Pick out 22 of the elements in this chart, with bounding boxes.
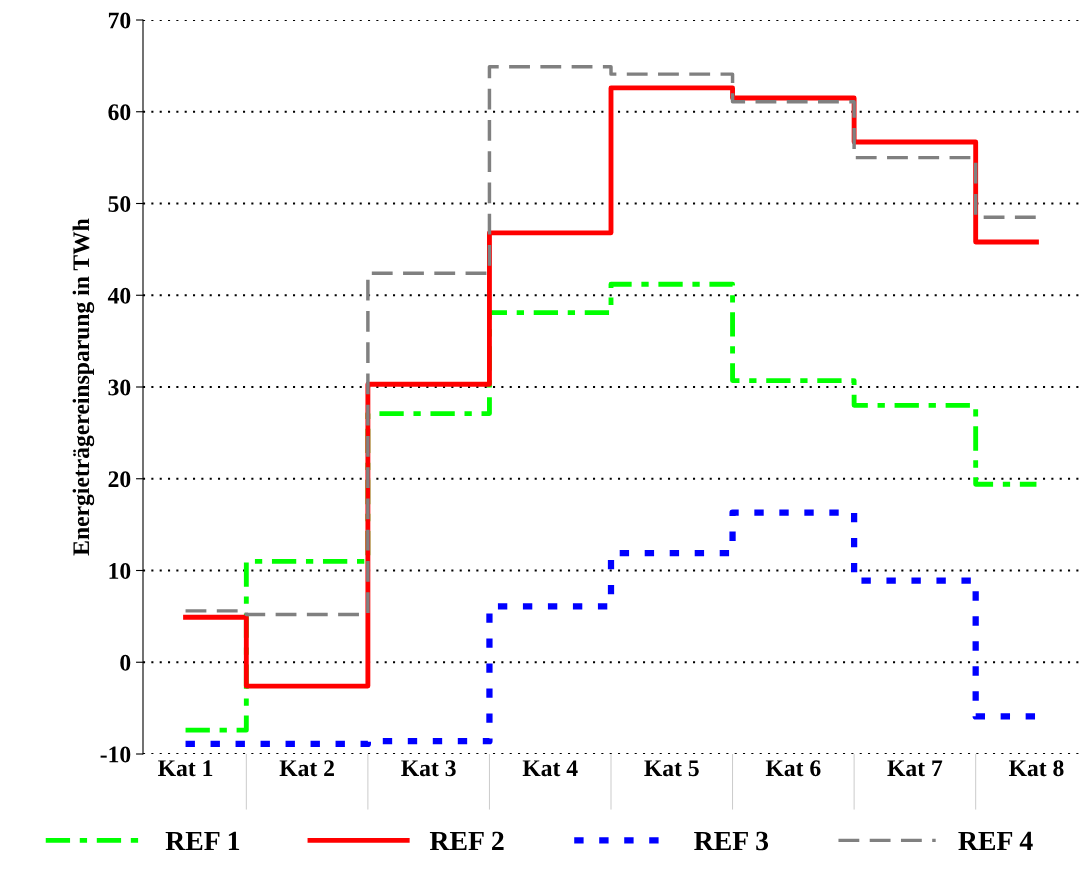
y-tick-label: 30 <box>108 379 131 396</box>
x-tick-label: Kat 4 <box>522 760 578 777</box>
x-tick-label: Kat 3 <box>401 760 456 777</box>
x-tick-label: Kat 6 <box>765 760 821 777</box>
legend-label: REF 3 <box>694 831 769 851</box>
legend-label: REF 4 <box>958 831 1033 851</box>
x-tick-label: Kat 7 <box>887 760 943 777</box>
x-tick-label: Kat 2 <box>279 760 334 777</box>
y-tick-label: 50 <box>108 195 131 212</box>
legend-label: REF 1 <box>165 831 240 851</box>
y-tick-label: 60 <box>108 104 131 121</box>
y-axis-title: Energieträgereinsparung in TWh <box>72 218 95 556</box>
x-tick-label: Kat 1 <box>158 760 213 777</box>
y-tick-label: 40 <box>107 287 131 304</box>
legend-label: REF 2 <box>429 831 504 851</box>
y-tick-label: 70 <box>108 12 131 29</box>
y-tick-label: -10 <box>100 746 131 763</box>
x-tick-label: Kat 5 <box>644 760 699 777</box>
x-tick-label: Kat 8 <box>1008 760 1064 777</box>
y-tick-label: 0 <box>120 654 131 671</box>
y-tick-label: 10 <box>109 562 131 579</box>
y-tick-label: 20 <box>108 471 131 488</box>
